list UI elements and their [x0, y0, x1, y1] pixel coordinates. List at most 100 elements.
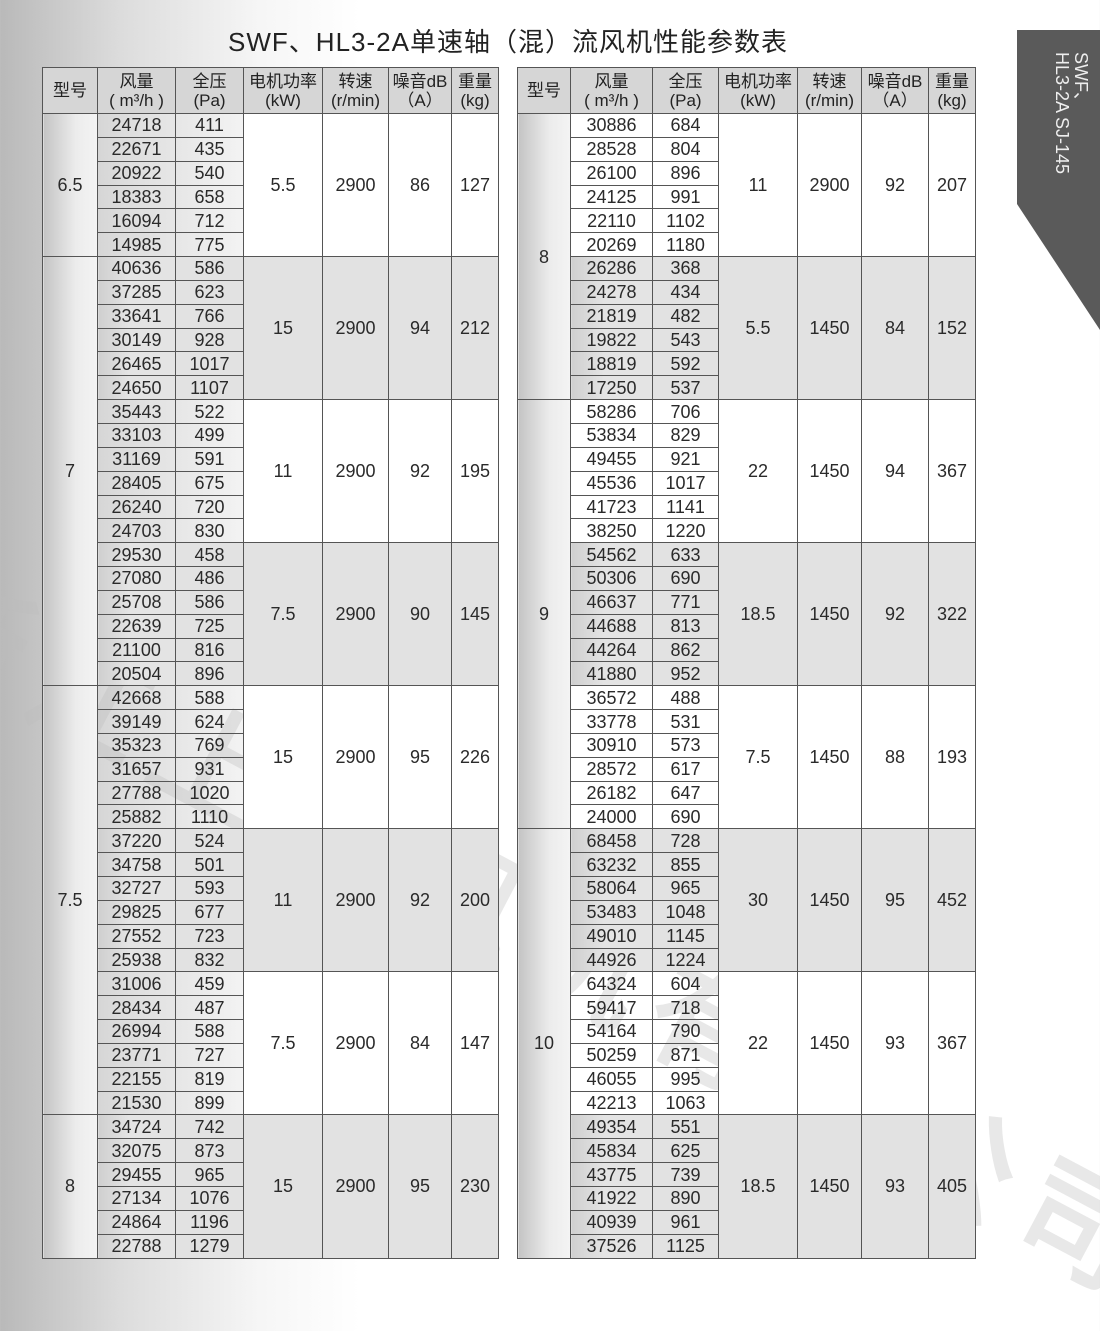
side-tab-label: SWF、 HL3-2A SJ-145	[1052, 52, 1091, 174]
table-row: 41723 1141	[518, 494, 976, 520]
table-row: 49354 551 18.5 1450 93 405	[518, 1114, 976, 1259]
airflow-cell: 31006	[97, 971, 176, 997]
table-row: 64324 604 22 1450 93 367	[518, 971, 976, 1116]
model-cell: 7.5	[42, 685, 98, 1116]
header-label: 转速	[812, 71, 847, 91]
airflow-cell: 27134	[97, 1185, 176, 1211]
airflow-cell: 22671	[97, 136, 176, 162]
pressure-cell: 766	[175, 303, 244, 329]
power-cell: 15	[243, 256, 323, 401]
airflow-cell: 21100	[97, 637, 176, 663]
airflow-cell: 24703	[97, 518, 176, 544]
pressure-cell: 769	[175, 732, 244, 758]
pressure-cell: 720	[175, 494, 244, 520]
weight-cell: 212	[451, 256, 499, 401]
noise-cell: 95	[388, 1114, 452, 1259]
airflow-cell: 32075	[97, 1138, 176, 1164]
table-row: 17250 537	[518, 375, 976, 401]
power-cell: 30	[718, 828, 798, 973]
pressure-cell: 690	[652, 804, 719, 830]
header-label: 型号	[527, 81, 561, 100]
pressure-cell: 1017	[175, 351, 244, 377]
table-row: 33778 531	[518, 709, 976, 734]
airflow-cell: 49010	[570, 923, 653, 949]
speed-cell: 2900	[322, 828, 389, 973]
airflow-cell: 58286	[570, 399, 653, 424]
pressure-cell: 1063	[652, 1090, 719, 1116]
airflow-cell: 64324	[570, 971, 653, 997]
pressure-cell: 551	[652, 1114, 719, 1140]
speed-cell: 2900	[322, 971, 389, 1116]
pressure-cell: 1196	[175, 1209, 244, 1235]
airflow-cell: 24000	[570, 804, 653, 830]
pressure-cell: 995	[652, 1066, 719, 1092]
airflow-cell: 30910	[570, 732, 653, 758]
table-row: 31169 591	[43, 446, 499, 472]
pressure-cell: 771	[652, 589, 719, 615]
table-row: 38250 1220	[518, 518, 976, 544]
power-cell: 7.5	[718, 685, 798, 830]
pressure-cell: 1145	[652, 923, 719, 949]
pressure-cell: 593	[175, 876, 244, 901]
noise-cell: 88	[861, 685, 929, 830]
power-cell: 5.5	[718, 256, 798, 401]
airflow-cell: 32727	[97, 876, 176, 901]
table-row: 45536 1017	[518, 470, 976, 496]
pressure-cell: 647	[652, 780, 719, 806]
pressure-cell: 873	[175, 1138, 244, 1164]
header-model: 型号	[42, 67, 98, 114]
pressure-cell: 592	[652, 351, 719, 377]
pressure-cell: 486	[175, 566, 244, 591]
speed-cell: 2900	[322, 112, 389, 258]
airflow-cell: 21530	[97, 1090, 176, 1116]
airflow-cell: 22110	[570, 208, 653, 234]
weight-cell: 226	[451, 685, 499, 830]
pressure-cell: 832	[175, 947, 244, 973]
pressure-cell: 617	[652, 756, 719, 782]
airflow-cell: 26182	[570, 780, 653, 806]
table-row: 63232 855	[518, 852, 976, 877]
table-row: 8 34724 742 15 2900 95 230	[42, 1114, 499, 1259]
pressure-cell: 961	[652, 1209, 719, 1235]
noise-cell: 84	[388, 971, 452, 1116]
airflow-cell: 41922	[570, 1185, 653, 1211]
pressure-cell: 531	[652, 709, 719, 734]
pressure-cell: 890	[652, 1185, 719, 1211]
header-label: 全压	[192, 71, 227, 91]
airflow-cell: 44264	[570, 637, 653, 663]
speed-cell: 2900	[322, 399, 389, 544]
header-speed: 转速 (r/min)	[322, 67, 389, 114]
table-row: 41922 890	[518, 1185, 976, 1211]
pressure-cell: 829	[652, 422, 719, 448]
header-label: 风量	[594, 71, 629, 91]
airflow-cell: 44926	[570, 947, 653, 973]
noise-cell: 92	[388, 828, 452, 973]
airflow-cell: 59417	[570, 995, 653, 1021]
table-row: 26465 1017	[43, 351, 499, 377]
airflow-cell: 28434	[97, 995, 176, 1021]
pressure-cell: 790	[652, 1019, 719, 1044]
table-row: 24278 434	[518, 279, 976, 305]
power-cell: 7.5	[243, 971, 323, 1116]
pressure-cell: 543	[652, 327, 719, 353]
airflow-cell: 19822	[570, 327, 653, 353]
speed-cell: 2900	[322, 685, 389, 830]
table-row: 41880 952	[518, 661, 976, 687]
pressure-cell: 675	[175, 470, 244, 496]
speed-cell: 2900	[322, 256, 389, 401]
pressure-cell: 1048	[652, 899, 719, 925]
airflow-cell: 35323	[97, 732, 176, 758]
pressure-cell: 1141	[652, 494, 719, 520]
table-row: 29530 458 7.5 2900 90 145	[43, 542, 499, 687]
table-row: 44264 862	[518, 637, 976, 663]
pressure-cell: 921	[652, 446, 719, 472]
table-row: 46637 771	[518, 589, 976, 615]
pressure-cell: 931	[175, 756, 244, 782]
airflow-cell: 31657	[97, 756, 176, 782]
pressure-cell: 487	[175, 995, 244, 1021]
airflow-cell: 36572	[570, 685, 653, 711]
weight-cell: 230	[451, 1114, 499, 1259]
table-row: 27788 1020	[43, 780, 499, 806]
pressure-cell: 725	[175, 613, 244, 639]
page-title: SWF、HL3-2A单速轴（混）流风机性能参数表	[228, 27, 788, 57]
